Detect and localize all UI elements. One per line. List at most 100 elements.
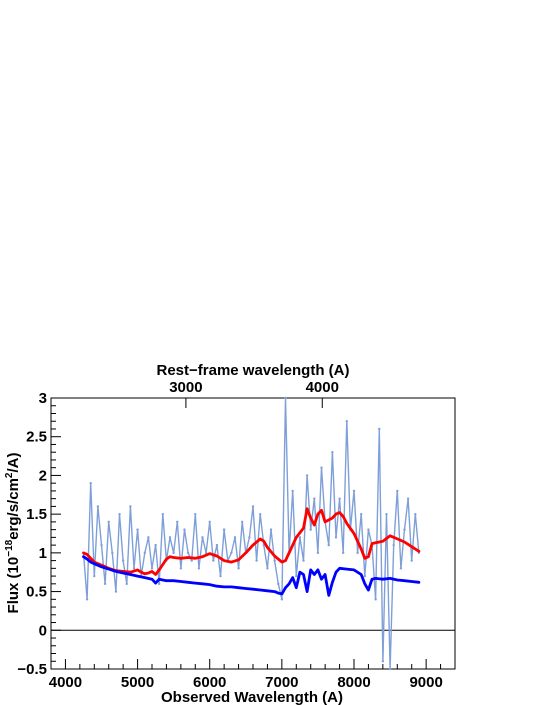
spectrum-point xyxy=(136,528,139,531)
spectrum-point xyxy=(248,536,251,539)
spectrum-point xyxy=(305,474,309,477)
spectrum-point xyxy=(396,489,399,493)
spectrum-point xyxy=(352,489,356,493)
spectrum-point xyxy=(298,536,302,539)
spectrum-point xyxy=(121,559,125,562)
spectrum-point xyxy=(309,528,312,531)
spectrum-point xyxy=(107,520,110,524)
spectrum-point xyxy=(154,543,157,547)
y-tick-label: 2.5 xyxy=(26,429,47,446)
spectrum-point xyxy=(103,582,107,586)
spectrum-point xyxy=(410,559,413,562)
spectrum-point xyxy=(392,543,395,547)
spectrum-point xyxy=(219,574,222,578)
y-tick-label: 1 xyxy=(39,545,47,562)
spectrum-point xyxy=(363,574,367,578)
x-tick-label: 9000 xyxy=(409,674,442,691)
spectrum-point xyxy=(222,528,226,531)
y-tick-label: 3 xyxy=(39,390,47,407)
blue-model-line xyxy=(82,555,421,597)
spectrum-point xyxy=(100,543,103,547)
spectrum-point xyxy=(208,520,211,524)
spectrum-point xyxy=(85,598,89,601)
spectrum-point xyxy=(89,481,92,485)
x-tick-label: 7000 xyxy=(265,674,298,691)
spectrum-point xyxy=(179,567,183,570)
top-axis-label: Rest−frame wavelength (A) xyxy=(157,362,350,379)
spectrum-point xyxy=(277,582,280,586)
spectrum-point xyxy=(360,512,363,516)
spectrum-point xyxy=(237,567,240,570)
spectrum-point xyxy=(341,551,345,555)
spectrum-point xyxy=(251,505,255,508)
spectrum-point xyxy=(406,497,410,500)
spectrum-point xyxy=(295,574,298,578)
spectrum-point xyxy=(176,520,179,524)
spectrum-point xyxy=(345,420,348,423)
spectrum-point xyxy=(212,559,215,562)
spectrum-point xyxy=(132,567,136,570)
spectrum-point xyxy=(111,551,114,555)
spectrum-point xyxy=(143,551,146,555)
spectrum-point xyxy=(93,574,96,578)
spectrum-point xyxy=(302,559,305,562)
spectrum-point xyxy=(269,528,273,531)
spectrum-point xyxy=(284,396,287,400)
spectrum-point xyxy=(374,598,377,601)
spectrum-point xyxy=(201,536,204,539)
y-tick-label: 0 xyxy=(39,622,47,639)
spectrum-point xyxy=(233,536,237,539)
spectrum-point xyxy=(197,567,201,570)
y-tick-label: 2 xyxy=(39,467,47,484)
top-axis-tick-label: 3000 xyxy=(169,379,202,396)
spectrum-point xyxy=(194,512,197,516)
red-model-line xyxy=(82,507,421,576)
spectrum-point xyxy=(331,451,334,454)
x-tick-label: 8000 xyxy=(337,674,370,691)
spectrum-point xyxy=(385,512,388,516)
spectrum-point xyxy=(334,536,338,539)
spectrum-point xyxy=(172,551,175,555)
spectrum-point xyxy=(125,582,128,586)
spectrum-point xyxy=(150,567,154,570)
x-tick-label: 5000 xyxy=(121,674,154,691)
spectrum-point xyxy=(114,590,118,593)
spectrum-point xyxy=(129,505,132,508)
spectrum-point xyxy=(96,505,100,508)
spectrum-point xyxy=(388,667,392,671)
spectrum-point xyxy=(266,567,269,570)
spectrum-point xyxy=(158,582,161,586)
y-tick-label: 1.5 xyxy=(26,506,47,523)
observed-spectrum-line xyxy=(82,397,420,670)
spectrum-point xyxy=(399,567,403,570)
top-axis-tick-label: 4000 xyxy=(306,379,339,396)
spectrum-point xyxy=(186,551,190,555)
spectrum-point xyxy=(367,528,370,531)
spectrum-point xyxy=(381,660,385,663)
spectrum-point xyxy=(280,598,284,601)
spectrum-point xyxy=(356,551,359,555)
spectrum-point xyxy=(313,497,316,500)
data-series xyxy=(82,396,421,671)
spectrum-point xyxy=(316,551,320,555)
spectrum-point xyxy=(320,466,323,469)
spectrum-point xyxy=(378,427,381,431)
y-axis-label: Flux (10−18erg/s/cm2/A) xyxy=(4,453,22,614)
spectrum-point xyxy=(215,543,219,547)
axis-ticks: 4000 5000 6000 7000 8000 9000 −0.5 0 0.5 1 1.5 2 2.5… xyxy=(17,379,456,691)
spectrum-point xyxy=(327,543,330,547)
spectrum-point xyxy=(147,536,150,539)
spectrum-point xyxy=(230,551,233,555)
spectrum-point xyxy=(183,528,186,531)
y-tick-label: −0.5 xyxy=(17,661,47,678)
y-tick-label: 0.5 xyxy=(26,584,47,601)
spectrum-point xyxy=(255,559,258,562)
spectrum-point xyxy=(273,559,276,562)
spectrum-point xyxy=(338,497,341,500)
spectrum-point xyxy=(118,512,121,516)
spectrum-point xyxy=(414,512,417,516)
x-tick-label: 4000 xyxy=(49,674,82,691)
spectrum-point xyxy=(291,489,294,493)
x-tick-label: 6000 xyxy=(193,674,226,691)
